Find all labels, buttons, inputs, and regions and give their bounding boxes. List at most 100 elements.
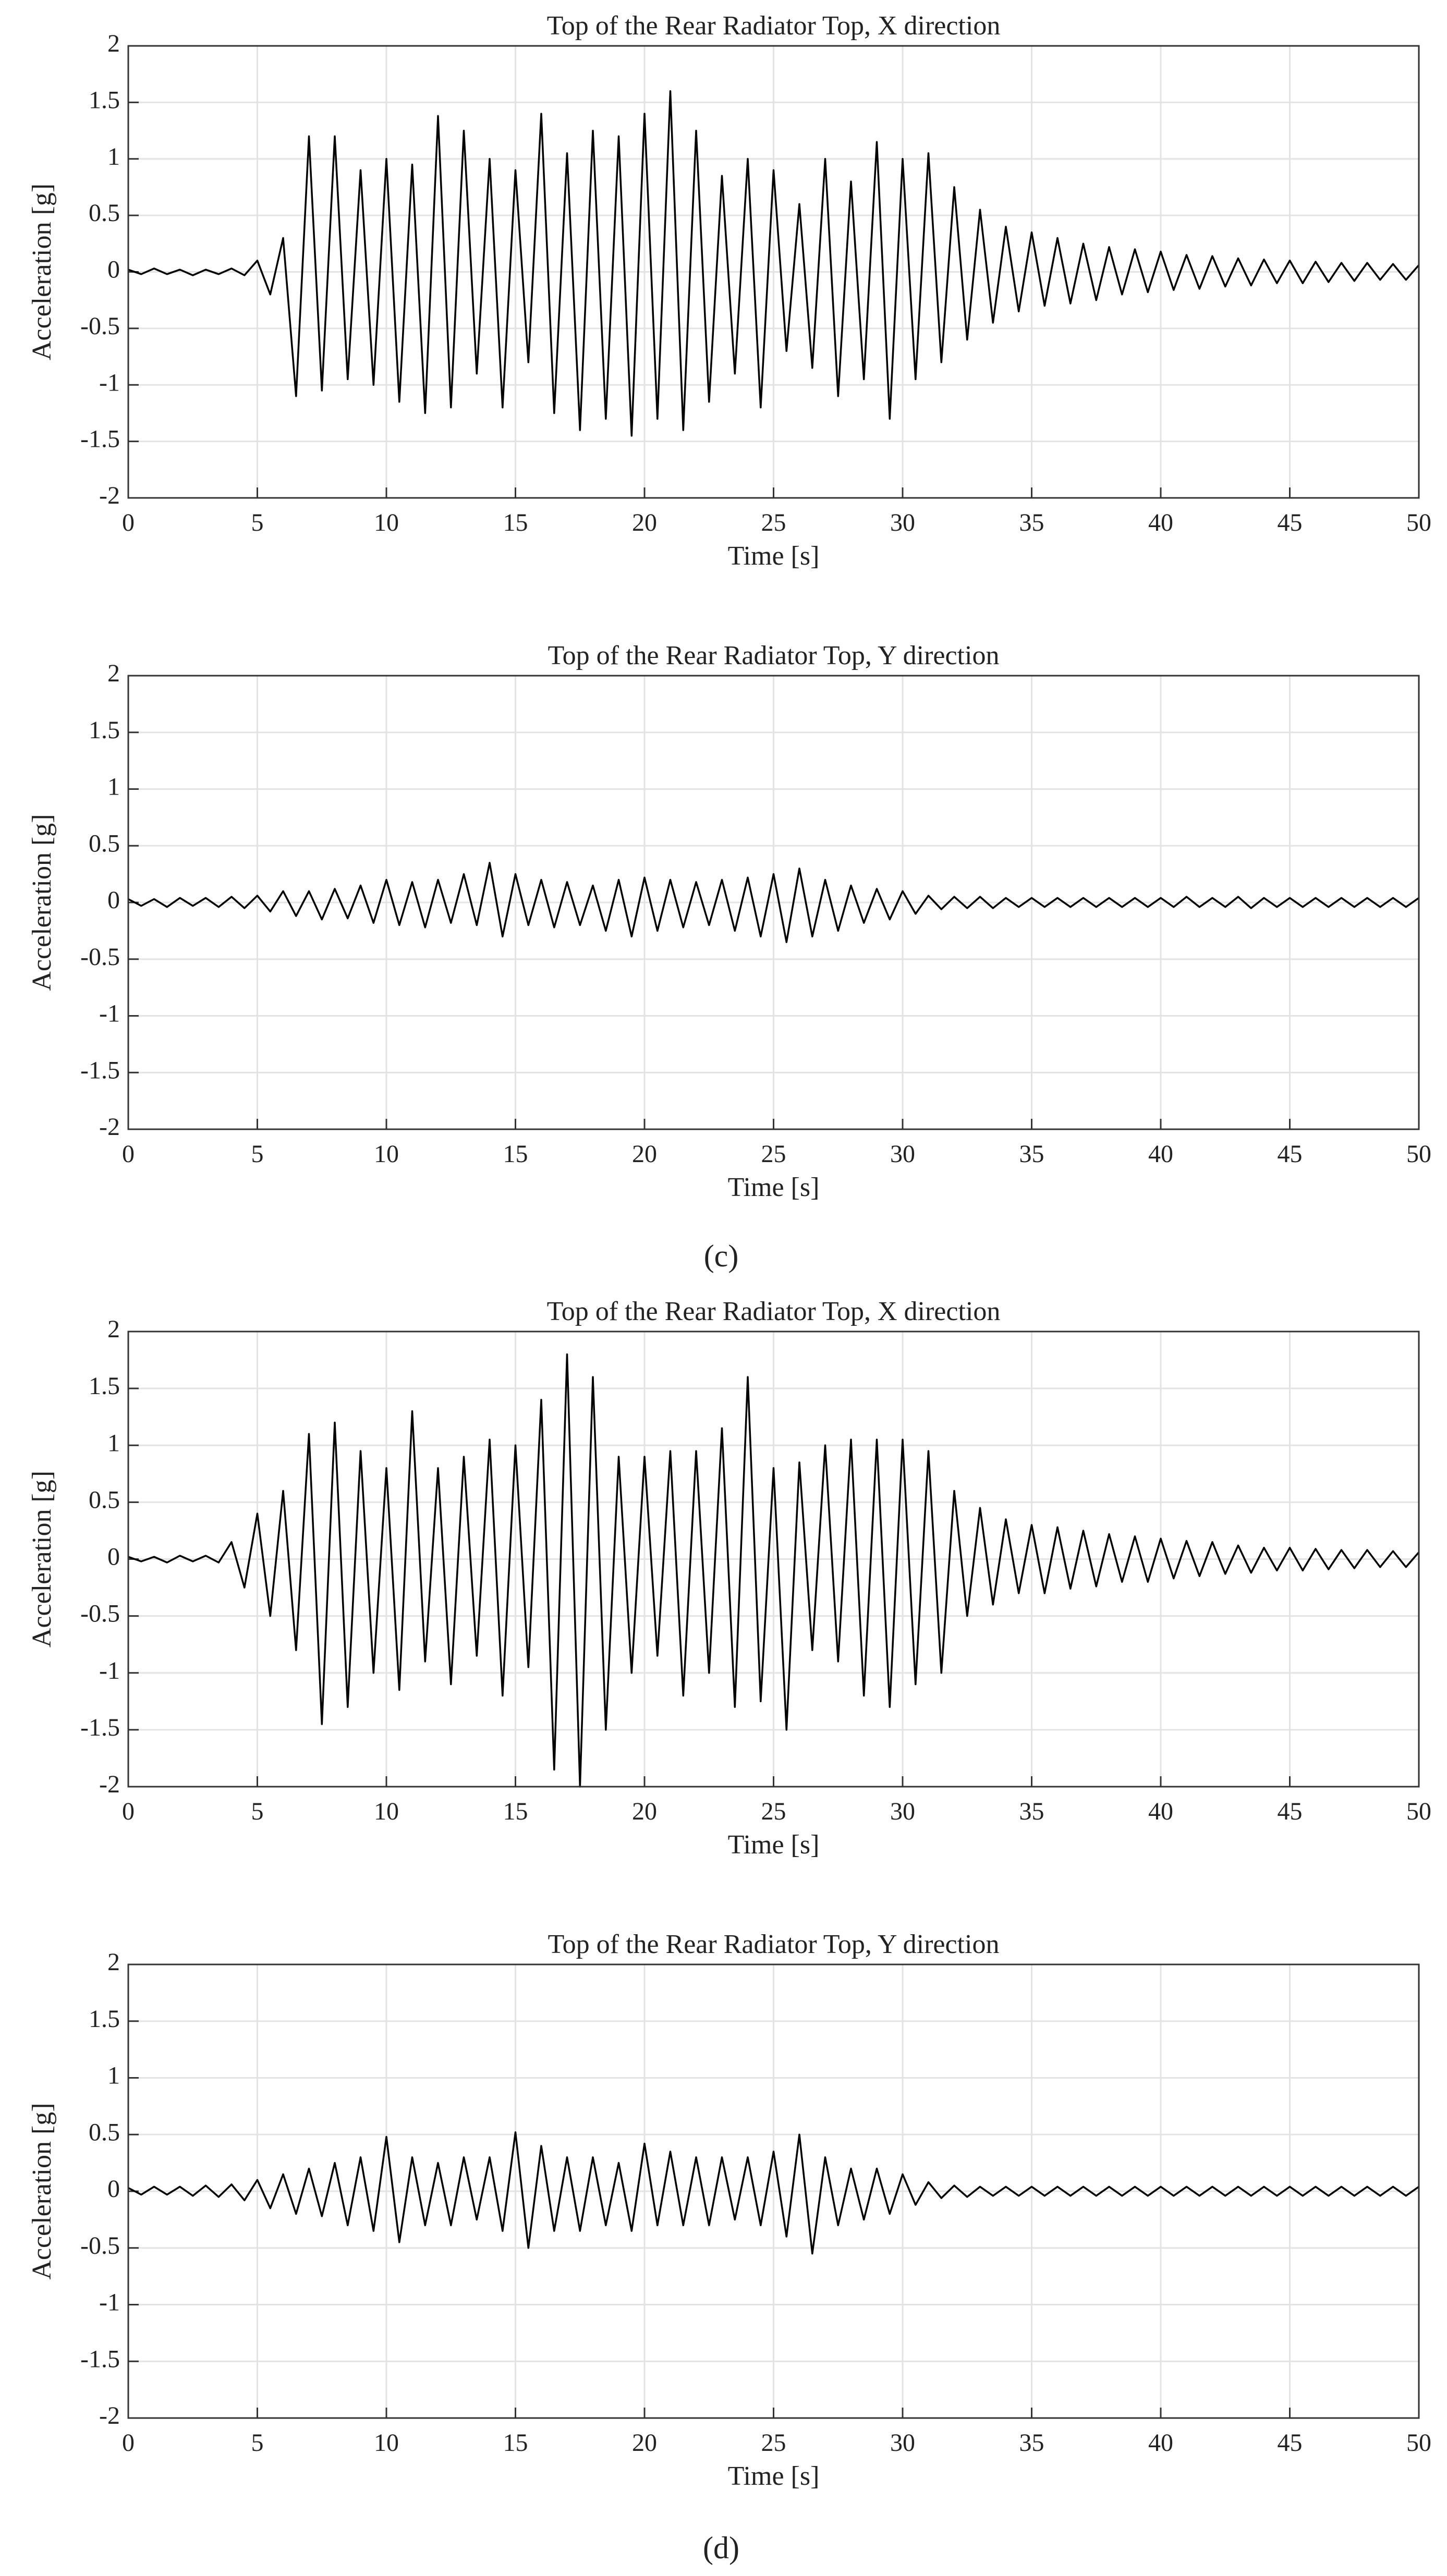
- x-tick-label: 15: [503, 1140, 528, 1168]
- y-tick-label: 1.5: [89, 86, 120, 114]
- data-line: [128, 862, 1420, 943]
- y-tick-label: 1.5: [89, 716, 120, 744]
- data-line: [128, 90, 1420, 437]
- x-tick-label: 25: [761, 1798, 786, 1825]
- plot-frame: [127, 45, 1420, 499]
- plot-frame: [127, 675, 1420, 1130]
- y-tick-label: 0.5: [89, 199, 120, 227]
- x-tick-label: 35: [1019, 1798, 1044, 1825]
- y-tick-label: 2: [107, 1315, 120, 1343]
- y-tick-label: 0: [107, 256, 120, 284]
- y-tick-label: -0.5: [80, 2232, 120, 2260]
- x-tick-label: 40: [1148, 509, 1173, 536]
- y-tick-label: 0.5: [89, 829, 120, 857]
- x-tick-label: 45: [1278, 1798, 1303, 1825]
- y-tick-label: 2: [107, 1948, 120, 1976]
- x-tick-label: 10: [374, 2429, 399, 2457]
- x-tick-label: 30: [890, 509, 915, 536]
- y-tick-label: -1: [99, 1000, 120, 1028]
- y-axis-label: Acceleration [g]: [27, 1471, 57, 1647]
- x-tick-label: 0: [122, 2429, 135, 2457]
- x-tick-label: 20: [632, 509, 657, 536]
- x-tick-label: 40: [1148, 2429, 1173, 2457]
- x-tick-label: 45: [1278, 2429, 1303, 2457]
- x-tick-label: 35: [1019, 1140, 1044, 1168]
- x-tick-label: 0: [122, 509, 135, 536]
- y-axis-label: Acceleration [g]: [27, 814, 57, 991]
- data-line: [128, 1353, 1420, 1788]
- x-tick-label: 5: [251, 509, 264, 536]
- x-tick-label: 5: [251, 1140, 264, 1168]
- x-tick-label: 50: [1406, 2429, 1431, 2457]
- y-tick-label: 2: [107, 660, 120, 687]
- x-tick-label: 5: [251, 1798, 264, 1825]
- x-tick-label: 20: [632, 1140, 657, 1168]
- x-tick-label: 10: [374, 1798, 399, 1825]
- x-tick-label: 35: [1019, 509, 1044, 536]
- y-tick-label: -1: [99, 369, 120, 396]
- x-tick-label: 25: [761, 509, 786, 536]
- y-tick-label: 1: [107, 1429, 120, 1457]
- y-tick-label: -0.5: [80, 1600, 120, 1628]
- x-tick-label: 25: [761, 1140, 786, 1168]
- x-tick-label: 25: [761, 2429, 786, 2457]
- x-tick-label: 50: [1406, 1798, 1431, 1825]
- x-tick-label: 0: [122, 1798, 135, 1825]
- y-tick-label: 0: [107, 886, 120, 914]
- x-tick-label: 40: [1148, 1140, 1173, 1168]
- y-tick-label: -2: [99, 482, 120, 509]
- y-tick-label: 1: [107, 2062, 120, 2090]
- x-tick-label: 50: [1406, 509, 1431, 536]
- x-axis-label: Time [s]: [728, 2461, 820, 2491]
- caption: (c): [704, 1239, 739, 1273]
- y-tick-label: -1.5: [80, 1714, 120, 1741]
- y-tick-label: -1: [99, 1657, 120, 1684]
- x-tick-label: 0: [122, 1140, 135, 1168]
- y-tick-label: -2: [99, 2402, 120, 2430]
- y-tick-label: 0.5: [89, 2118, 120, 2146]
- x-tick-label: 45: [1278, 509, 1303, 536]
- x-tick-label: 10: [374, 509, 399, 536]
- y-tick-label: -0.5: [80, 312, 120, 340]
- chart-title: Top of the Rear Radiator Top, X directio…: [547, 11, 1001, 41]
- x-tick-label: 40: [1148, 1798, 1173, 1825]
- y-tick-label: -0.5: [80, 943, 120, 971]
- chart-title: Top of the Rear Radiator Top, X directio…: [547, 1297, 1001, 1326]
- x-tick-label: 15: [503, 1798, 528, 1825]
- x-tick-label: 20: [632, 2429, 657, 2457]
- y-tick-label: -1.5: [80, 425, 120, 453]
- x-axis-label: Time [s]: [728, 1830, 820, 1860]
- y-tick-label: 1: [107, 143, 120, 170]
- x-tick-label: 15: [503, 509, 528, 536]
- y-tick-label: 0: [107, 2175, 120, 2203]
- plot-frame: [127, 1963, 1420, 2419]
- y-tick-label: 1: [107, 773, 120, 801]
- x-tick-label: 15: [503, 2429, 528, 2457]
- x-tick-label: 30: [890, 1140, 915, 1168]
- plot-frame: [127, 1330, 1420, 1788]
- data-line: [128, 2131, 1420, 2255]
- y-tick-label: -1.5: [80, 2345, 120, 2373]
- y-tick-label: -1.5: [80, 1056, 120, 1084]
- x-axis-label: Time [s]: [728, 541, 820, 571]
- y-axis-label: Acceleration [g]: [27, 2103, 57, 2279]
- y-tick-label: -2: [99, 1771, 120, 1798]
- x-tick-label: 20: [632, 1798, 657, 1825]
- x-tick-label: 50: [1406, 1140, 1431, 1168]
- x-tick-label: 45: [1278, 1140, 1303, 1168]
- x-tick-label: 30: [890, 2429, 915, 2457]
- x-axis-label: Time [s]: [728, 1173, 820, 1202]
- y-tick-label: 2: [107, 30, 120, 57]
- chart-title: Top of the Rear Radiator Top, Y directio…: [548, 1930, 1000, 1959]
- y-tick-label: 0.5: [89, 1486, 120, 1513]
- y-tick-label: 1.5: [89, 1372, 120, 1400]
- x-tick-label: 5: [251, 2429, 264, 2457]
- x-tick-label: 35: [1019, 2429, 1044, 2457]
- y-tick-label: -1: [99, 2289, 120, 2316]
- x-tick-label: 30: [890, 1798, 915, 1825]
- y-tick-label: -2: [99, 1113, 120, 1141]
- y-axis-label: Acceleration [g]: [27, 184, 57, 360]
